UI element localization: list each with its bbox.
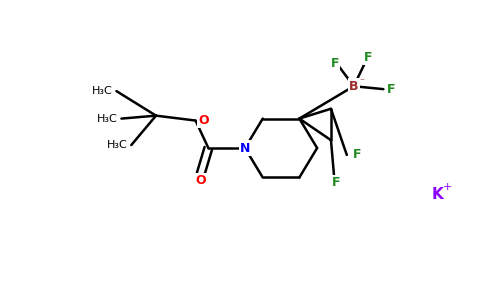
Text: +: +	[443, 182, 453, 192]
Text: O: O	[198, 114, 209, 127]
Text: K: K	[432, 187, 444, 202]
Text: F: F	[387, 82, 395, 96]
Text: N: N	[240, 142, 250, 154]
Text: F: F	[364, 51, 373, 64]
Text: B: B	[349, 80, 359, 93]
Text: O: O	[195, 174, 206, 187]
Text: ⁻: ⁻	[359, 77, 364, 87]
Text: H₃C: H₃C	[106, 140, 127, 150]
Text: H₃C: H₃C	[97, 114, 118, 124]
Text: H₃C: H₃C	[92, 86, 112, 96]
Text: F: F	[352, 148, 361, 161]
Text: F: F	[331, 57, 339, 70]
Text: F: F	[332, 176, 340, 189]
